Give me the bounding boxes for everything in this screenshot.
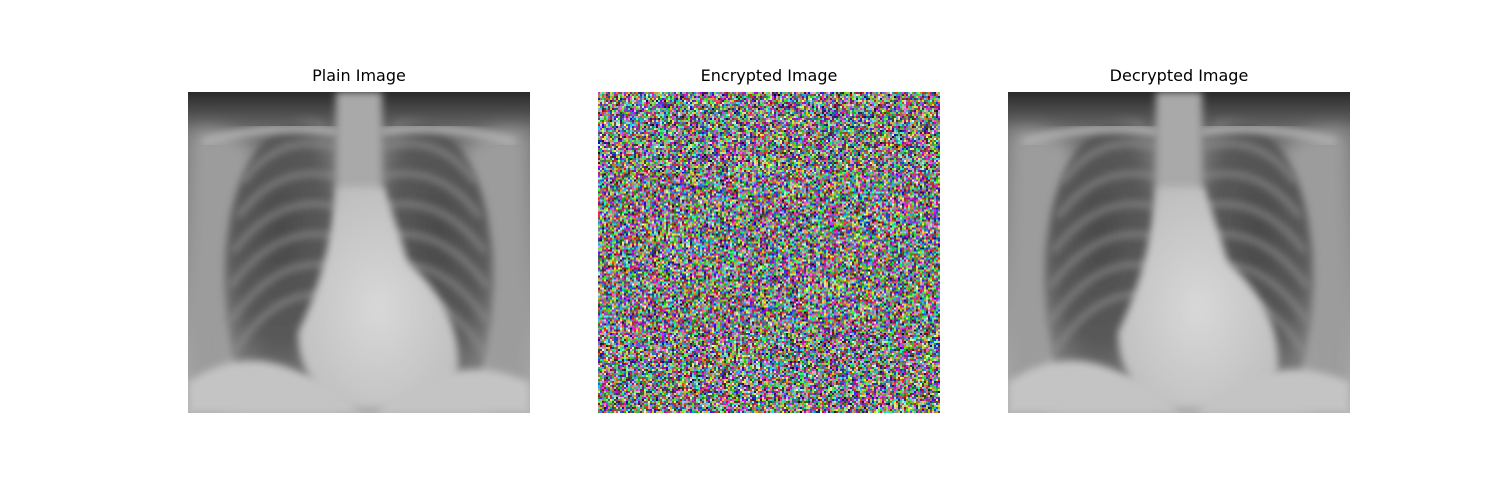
decrypted-chest-xray-image [1008,92,1350,413]
plain-image-title: Plain Image [312,66,406,85]
decrypted-image-panel: Decrypted Image [1008,0,1350,500]
plain-chest-xray-image [188,92,530,413]
decrypted-image-title: Decrypted Image [1109,66,1249,85]
encrypted-image-panel: Encrypted Image [598,0,940,500]
encrypted-image-title: Encrypted Image [700,66,838,85]
plain-image-panel: Plain Image [188,0,530,500]
encrypted-noise-image [598,92,940,413]
